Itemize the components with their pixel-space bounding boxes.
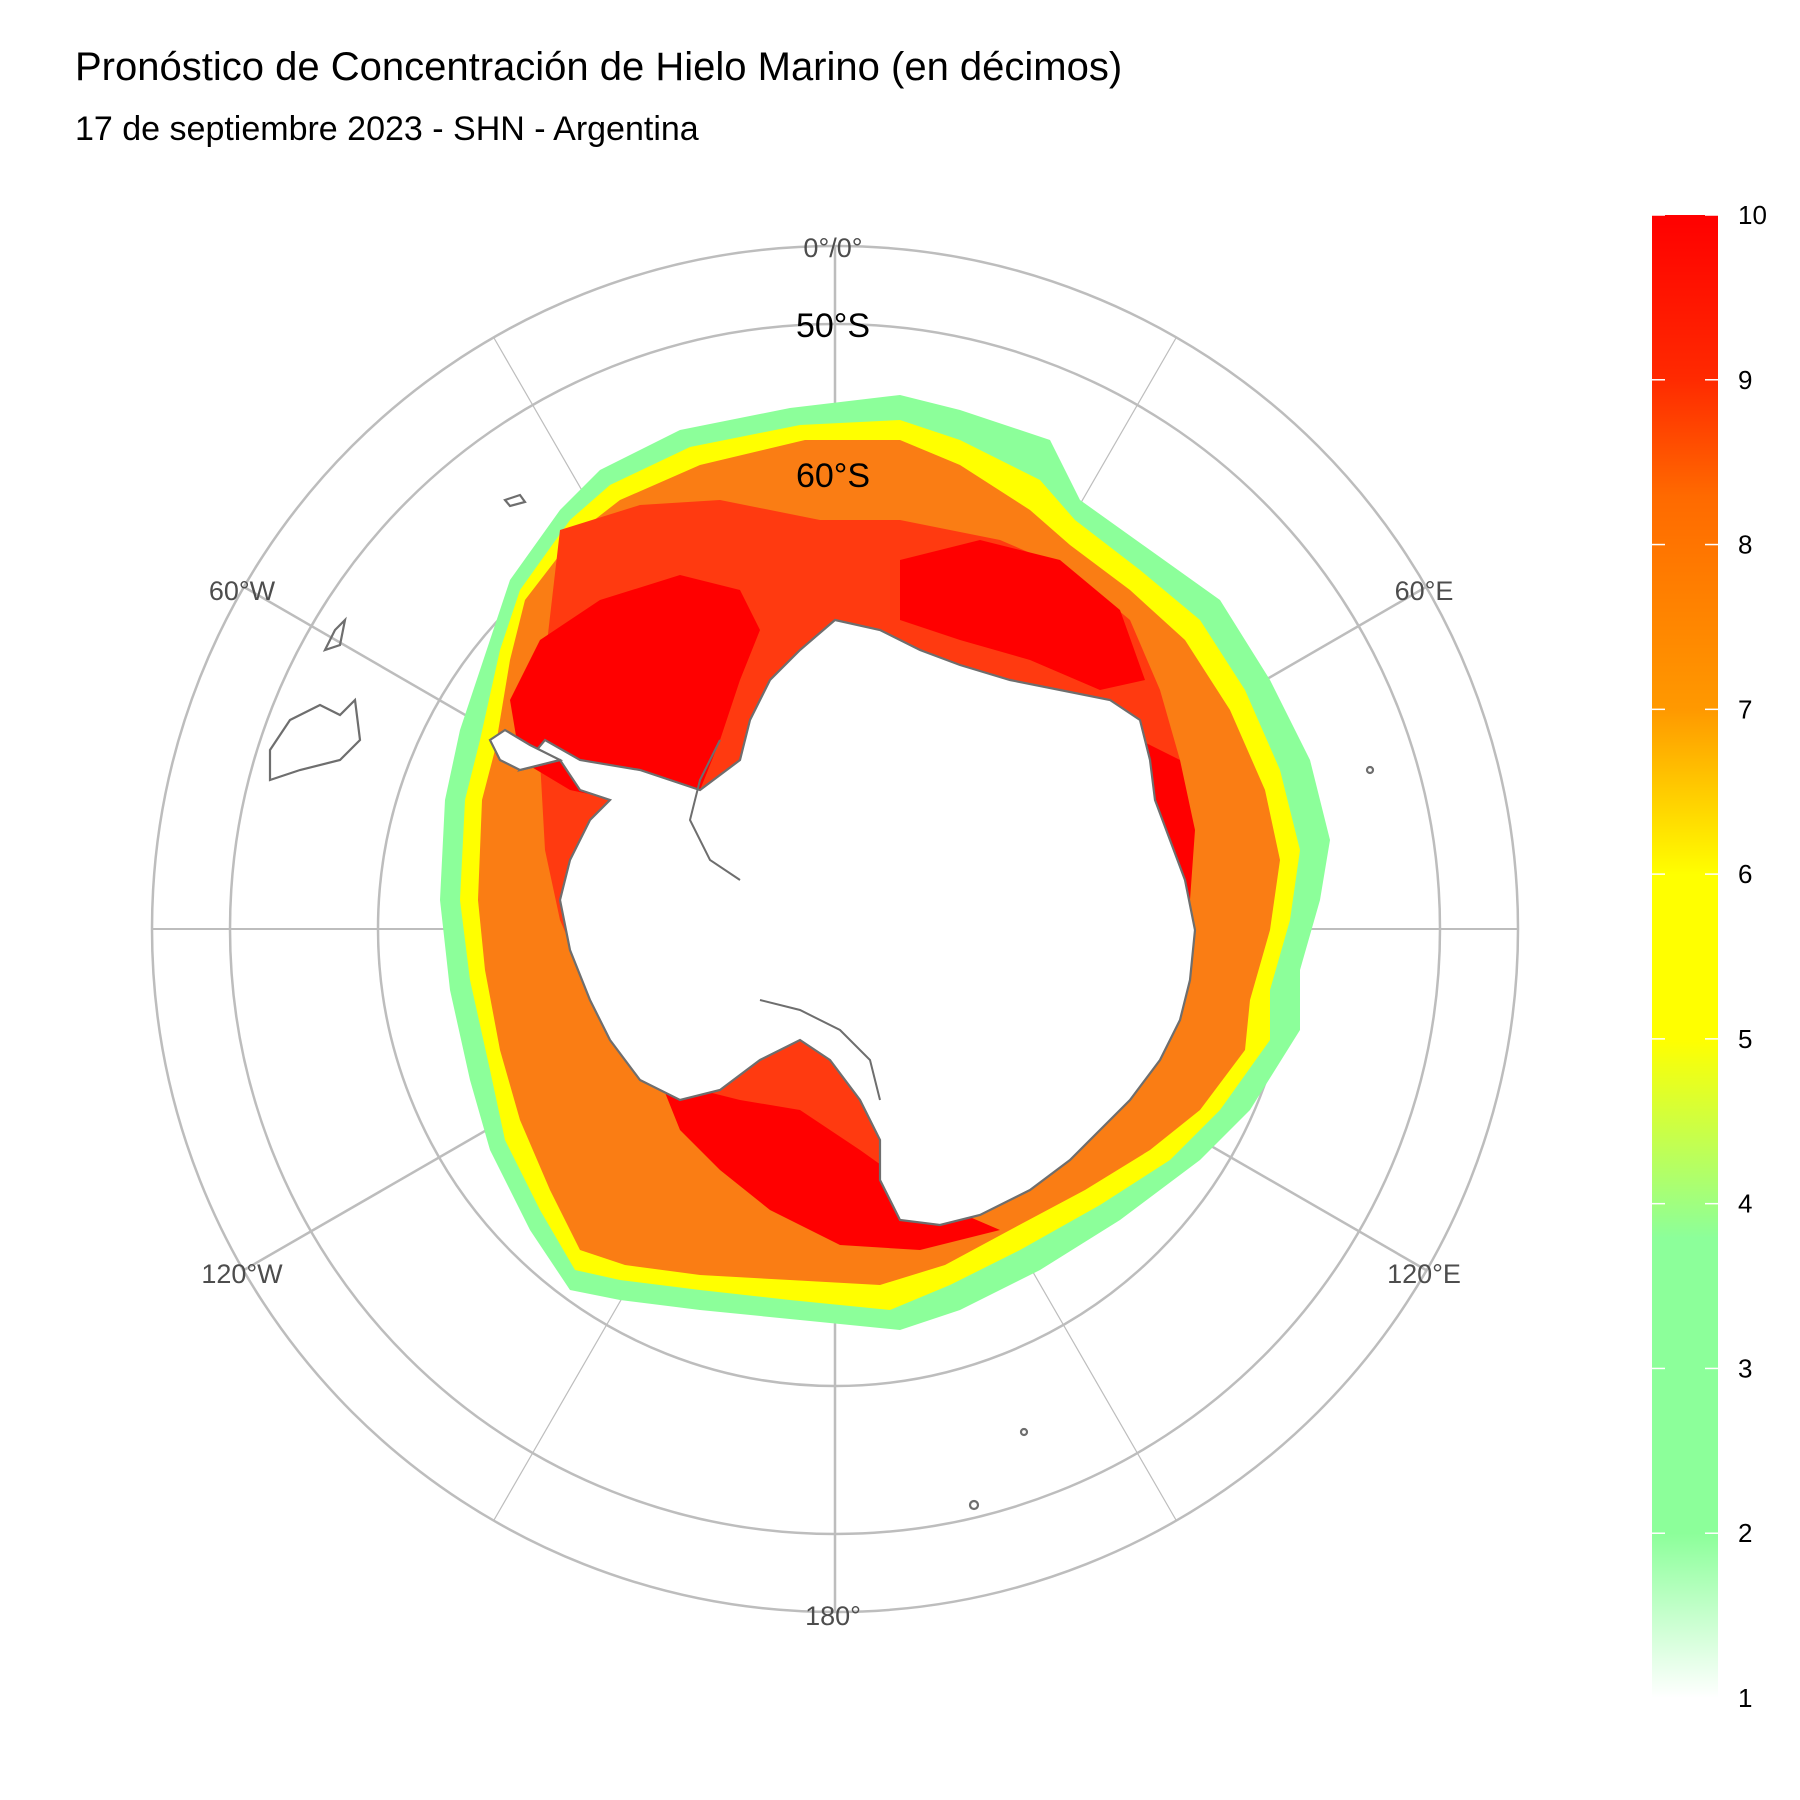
antarctica bbox=[488, 618, 1197, 1227]
lon-label-0: 0°/0° bbox=[803, 233, 862, 263]
colorbar-tick-label: 2 bbox=[1738, 1518, 1752, 1548]
colorbar-tick-label: 1 bbox=[1738, 1683, 1752, 1713]
colorbar-ramp bbox=[1652, 215, 1718, 1698]
colorbar-tick-label: 4 bbox=[1738, 1189, 1752, 1219]
falkland-islands bbox=[503, 493, 527, 508]
lon-label-120w: 120°W bbox=[201, 1259, 283, 1289]
lon-label-120e: 120°E bbox=[1387, 1259, 1461, 1289]
ice-max-10-east bbox=[900, 540, 1145, 690]
colorbar-tick-label: 9 bbox=[1738, 365, 1752, 395]
ross-ice-shelf bbox=[759, 999, 881, 1101]
longitude-labels: 0°/0° 60°E 120°E 180° 120°W 60°W bbox=[201, 233, 1461, 1631]
antarctic-peninsula bbox=[488, 728, 564, 772]
patagonia-coast bbox=[322, 616, 347, 652]
latitude-labels: 50°S 60°S bbox=[796, 307, 870, 495]
ronne-ice-shelf bbox=[688, 739, 741, 881]
colorbar-ticks: 1 2 3 4 5 6 7 8 9 10 bbox=[1652, 200, 1767, 1713]
tierra-del-fuego bbox=[268, 697, 362, 782]
chart-subtitle: 17 de septiembre 2023 - SHN - Argentina bbox=[75, 110, 699, 148]
colorbar-tick-label: 5 bbox=[1738, 1024, 1752, 1054]
colorbar-tick-label: 8 bbox=[1738, 530, 1752, 560]
lat-label-50s: 50°S bbox=[796, 307, 870, 345]
island-macquarie bbox=[1019, 1427, 1029, 1437]
lon-label-180: 180° bbox=[805, 1601, 861, 1631]
chart-title: Pronóstico de Concentración de Hielo Mar… bbox=[75, 45, 1123, 89]
island-auckland bbox=[968, 1499, 980, 1511]
lat-label-60s: 60°S bbox=[796, 457, 870, 495]
colorbar-tick-label: 3 bbox=[1738, 1353, 1752, 1383]
island-kerguelen bbox=[1365, 765, 1375, 775]
colorbar-tick-label: 6 bbox=[1738, 859, 1752, 889]
colorbar-tick-label: 7 bbox=[1738, 694, 1752, 724]
lon-label-60e: 60°E bbox=[1395, 576, 1454, 606]
colorbar-tick-label: 10 bbox=[1738, 200, 1767, 230]
ice-max-10-weddell bbox=[510, 575, 760, 805]
lon-label-60w: 60°W bbox=[209, 576, 276, 606]
colorbar: 1 2 3 4 5 6 7 8 9 10 bbox=[1652, 200, 1767, 1713]
south-america bbox=[268, 493, 1375, 1511]
